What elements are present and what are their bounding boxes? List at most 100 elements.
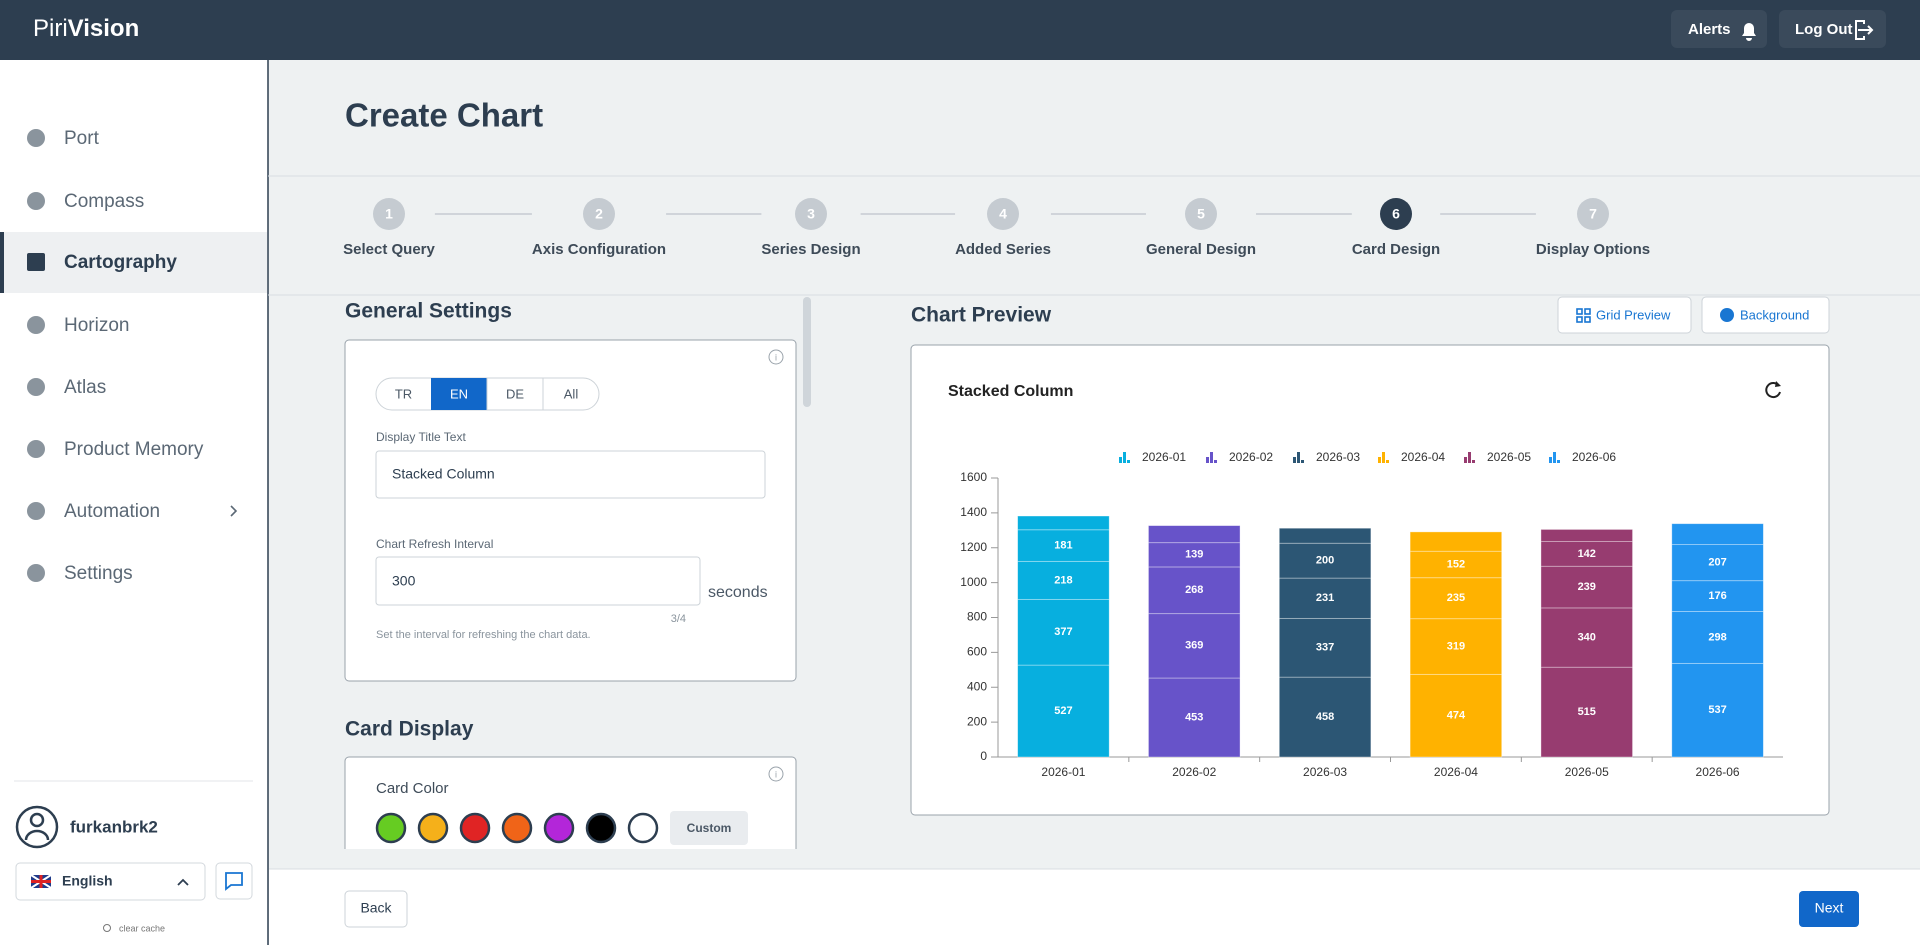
bar-segment bbox=[1278, 676, 1372, 758]
field-label: Display Title Text bbox=[376, 430, 466, 444]
color-swatch[interactable] bbox=[501, 812, 533, 844]
menu-item[interactable]: Settings bbox=[64, 563, 133, 584]
y-tick-label: 0 bbox=[980, 749, 987, 763]
menu-icon bbox=[27, 440, 45, 458]
menu-item[interactable]: Compass bbox=[64, 191, 144, 212]
grid-preview-label: Grid Preview bbox=[1596, 307, 1671, 322]
title-input[interactable] bbox=[375, 450, 766, 499]
header bbox=[0, 0, 1920, 60]
color-swatch[interactable] bbox=[417, 812, 449, 844]
step-circle[interactable] bbox=[795, 198, 827, 230]
logout-icon bbox=[1855, 20, 1874, 40]
step-number: 3 bbox=[807, 206, 815, 222]
y-tick-label: 1000 bbox=[960, 575, 987, 589]
step-label: Display Options bbox=[1536, 241, 1650, 258]
swatches bbox=[375, 812, 659, 844]
bar-segment bbox=[1409, 577, 1503, 620]
menu-item[interactable]: Cartography bbox=[64, 252, 177, 273]
data-label: 340 bbox=[1578, 631, 1596, 643]
language-option[interactable]: EN bbox=[450, 386, 468, 401]
data-label: 142 bbox=[1578, 548, 1596, 560]
user-name: furkanbrk2 bbox=[70, 817, 158, 836]
legend-icon bbox=[1123, 452, 1126, 463]
chart-title: Stacked Column bbox=[948, 383, 1073, 400]
background-button[interactable] bbox=[1701, 296, 1830, 334]
y-tick-label: 400 bbox=[967, 679, 987, 693]
title-input-value: Stacked Column bbox=[392, 466, 495, 482]
menu-item[interactable]: Port bbox=[64, 128, 100, 149]
step-circle[interactable] bbox=[1185, 198, 1217, 230]
data-label: 377 bbox=[1054, 626, 1072, 638]
logout-label: Log Out bbox=[1795, 21, 1852, 38]
language-option[interactable]: TR bbox=[395, 386, 412, 401]
legend-icon bbox=[1210, 452, 1213, 463]
bar-segment bbox=[1409, 531, 1503, 552]
logo: PiriVision bbox=[33, 15, 139, 42]
legend-icon bbox=[1472, 460, 1475, 463]
menu-item[interactable]: Product Memory bbox=[64, 439, 204, 460]
legend-icon bbox=[1386, 460, 1389, 463]
field-label: Chart Refresh Interval bbox=[376, 537, 493, 551]
color-swatch[interactable] bbox=[585, 812, 617, 844]
menu-item[interactable]: Automation bbox=[64, 501, 160, 522]
bar-segment bbox=[1671, 662, 1764, 758]
color-swatch[interactable] bbox=[627, 812, 659, 844]
grid-preview-button[interactable] bbox=[1557, 296, 1692, 334]
legend-icon bbox=[1297, 452, 1300, 463]
language-option[interactable]: All bbox=[564, 386, 579, 401]
step-circle[interactable] bbox=[1380, 198, 1412, 230]
data-label: 231 bbox=[1316, 592, 1334, 604]
bar-segment bbox=[1148, 566, 1241, 615]
footer bbox=[269, 869, 1920, 945]
alerts-button[interactable] bbox=[1671, 10, 1767, 48]
language-toggle: TR EN DE All bbox=[375, 377, 600, 411]
back-button[interactable] bbox=[344, 890, 408, 928]
chevron-right bbox=[230, 505, 238, 517]
step-circle[interactable] bbox=[1577, 198, 1609, 230]
legend-label: 2026-04 bbox=[1401, 450, 1445, 464]
menu-item[interactable]: Horizon bbox=[64, 315, 129, 336]
clear-cache[interactable]: clear cache bbox=[119, 923, 165, 933]
helper-text: Set the interval for refreshing the char… bbox=[376, 629, 591, 641]
step-label: Series Design bbox=[761, 241, 860, 258]
chat-button[interactable] bbox=[215, 862, 253, 900]
step-circle[interactable] bbox=[987, 198, 1019, 230]
legend-icon bbox=[1464, 457, 1467, 463]
bar-segment bbox=[1409, 673, 1503, 758]
custom-button[interactable] bbox=[670, 811, 748, 845]
data-label: 235 bbox=[1447, 592, 1465, 604]
step-number: 4 bbox=[999, 206, 1007, 222]
data-label: 474 bbox=[1447, 710, 1466, 722]
scrollbar[interactable] bbox=[803, 297, 811, 407]
chart: 0 200 400 600 800 1000 1200 1400 1600 2026-01 2026… bbox=[960, 450, 1783, 779]
bar-segment bbox=[1017, 664, 1110, 758]
legend-icon bbox=[1293, 457, 1296, 463]
bar-segment bbox=[1148, 613, 1241, 679]
section-heading: Card Display bbox=[345, 718, 474, 741]
color-swatch[interactable] bbox=[459, 812, 491, 844]
refresh-input[interactable] bbox=[375, 556, 701, 606]
step-label: Added Series bbox=[955, 241, 1051, 258]
refresh-icon[interactable] bbox=[1765, 382, 1781, 399]
bar-segment bbox=[1540, 529, 1633, 542]
chat-icon bbox=[225, 872, 243, 891]
language-select[interactable] bbox=[15, 862, 206, 901]
step-circle[interactable] bbox=[373, 198, 405, 230]
step-circle[interactable] bbox=[583, 198, 615, 230]
flag-cross-red bbox=[31, 875, 51, 888]
color-swatch[interactable] bbox=[375, 812, 407, 844]
refresh-arrow bbox=[1775, 381, 1781, 387]
next-label: Next bbox=[1815, 900, 1844, 916]
next-button[interactable] bbox=[1799, 891, 1859, 927]
avatar-body bbox=[24, 829, 50, 841]
sidebar bbox=[0, 60, 268, 945]
legend-icon bbox=[1301, 460, 1304, 463]
back-label: Back bbox=[360, 900, 392, 916]
language-option[interactable]: DE bbox=[506, 386, 524, 401]
data-label: 181 bbox=[1054, 539, 1072, 551]
step-number: 2 bbox=[595, 206, 603, 222]
menu-item[interactable]: Atlas bbox=[64, 377, 106, 398]
bar-segment bbox=[1017, 515, 1110, 531]
bar-segment bbox=[1540, 565, 1633, 609]
color-swatch[interactable] bbox=[543, 812, 575, 844]
